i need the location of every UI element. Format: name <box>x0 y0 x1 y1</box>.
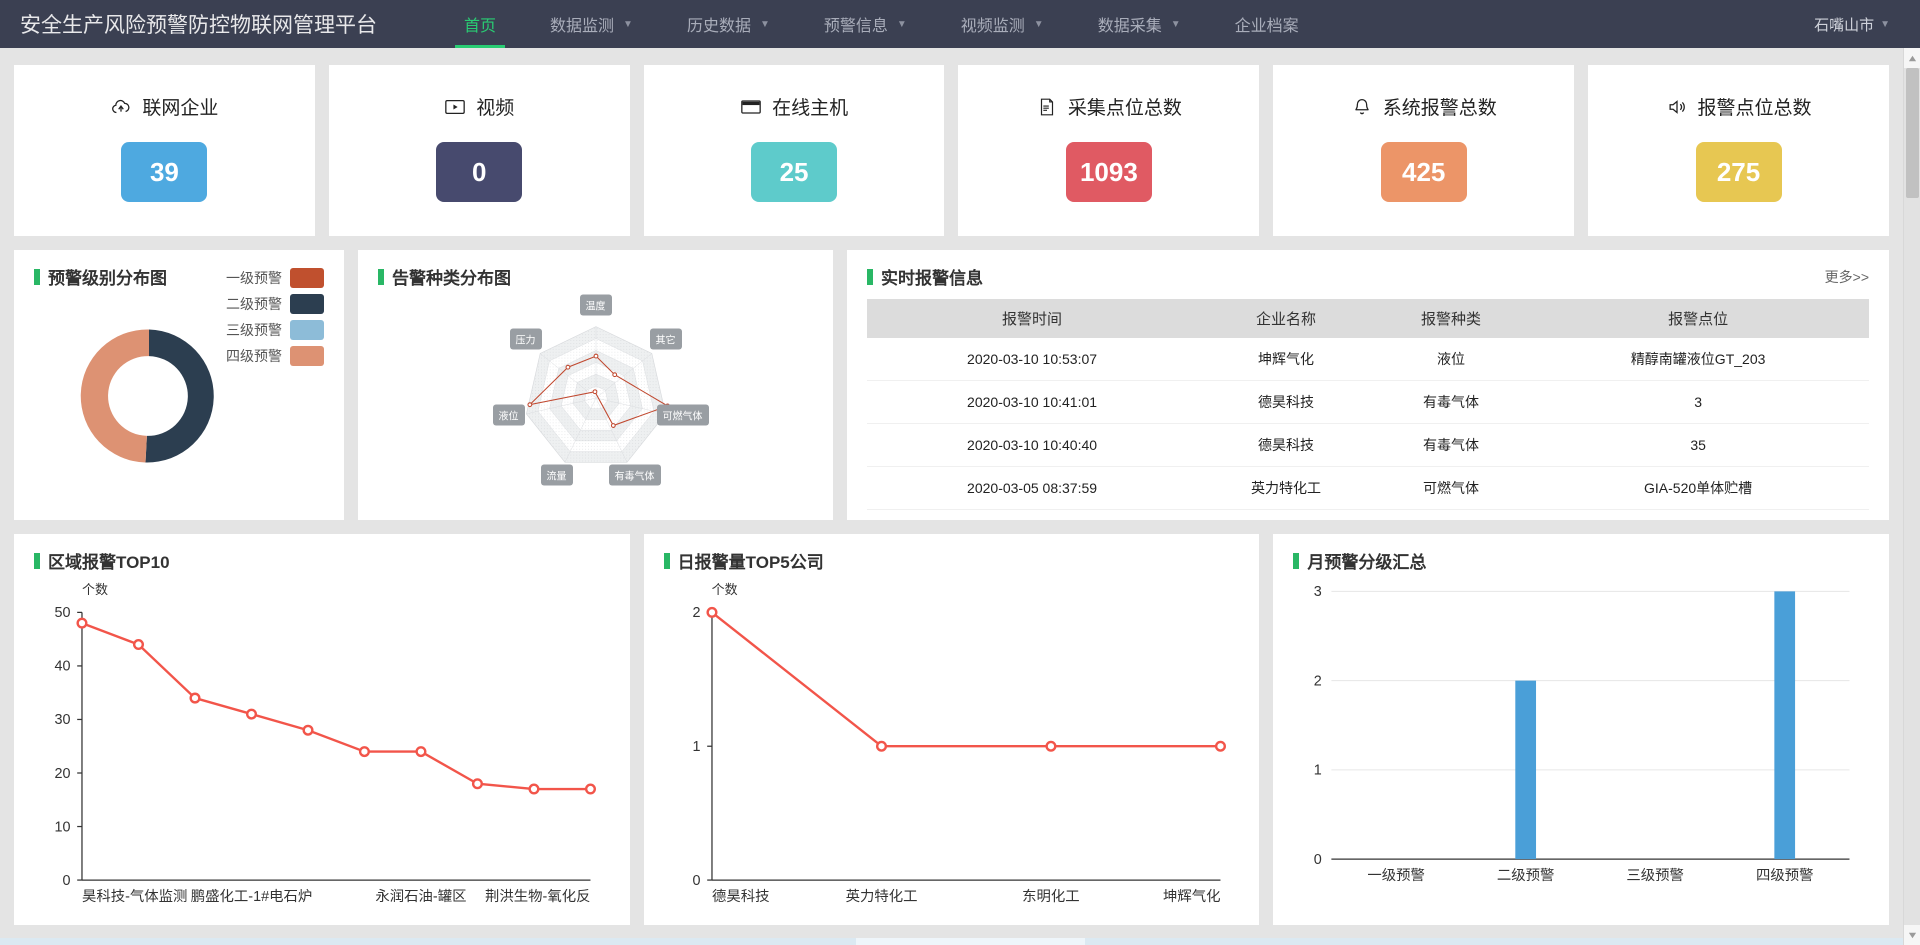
svg-text:3: 3 <box>1314 584 1322 600</box>
svg-text:一级预警: 一级预警 <box>1368 867 1426 884</box>
svg-text:鹏盛化工-1#电石炉: 鹏盛化工-1#电石炉 <box>191 888 312 905</box>
svg-text:德昊科技: 德昊科技 <box>712 888 770 905</box>
svg-text:1: 1 <box>692 739 700 755</box>
svg-text:2: 2 <box>1314 673 1322 689</box>
svg-text:2: 2 <box>692 605 700 621</box>
svg-text:三级预警: 三级预警 <box>1627 867 1685 884</box>
svg-text:20: 20 <box>54 766 70 782</box>
svg-text:坤辉气化: 坤辉气化 <box>1163 888 1221 905</box>
svg-text:30: 30 <box>54 712 70 728</box>
svg-text:50: 50 <box>54 605 70 621</box>
svg-text:东明化工: 东明化工 <box>1022 888 1080 905</box>
svg-text:荆洪生物-氧化反: 荆洪生物-氧化反 <box>485 888 590 905</box>
svg-text:四级预警: 四级预警 <box>1756 867 1814 884</box>
svg-text:永润石油-罐区: 永润石油-罐区 <box>375 888 466 905</box>
svg-text:昊科技-气体监测: 昊科技-气体监测 <box>82 888 187 905</box>
svg-text:0: 0 <box>692 873 700 889</box>
svg-text:二级预警: 二级预警 <box>1497 867 1555 884</box>
svg-text:英力特化工: 英力特化工 <box>845 887 917 905</box>
svg-text:0: 0 <box>1314 852 1322 868</box>
svg-text:10: 10 <box>54 819 70 835</box>
svg-text:0: 0 <box>62 873 70 889</box>
svg-text:40: 40 <box>54 659 70 675</box>
svg-text:1: 1 <box>1314 763 1322 779</box>
